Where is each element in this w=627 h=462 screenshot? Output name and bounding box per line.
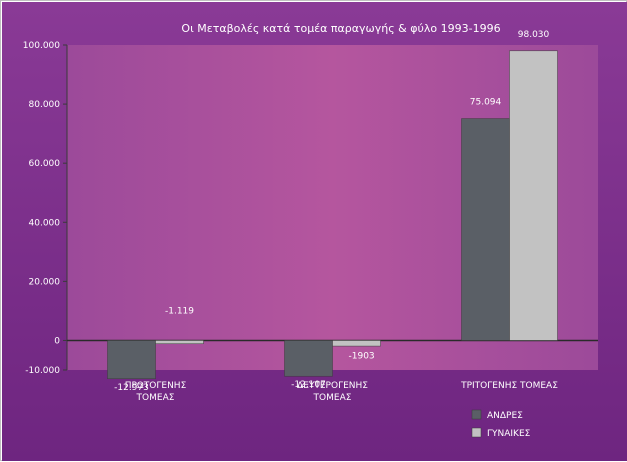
- data-label: -12.107: [291, 380, 326, 390]
- legend-swatch: [471, 409, 482, 420]
- data-label: 98.030: [518, 30, 550, 40]
- data-label: -1903: [349, 351, 375, 361]
- data-label: 75.094: [470, 98, 502, 108]
- y-tick-label: 100.000: [23, 41, 60, 51]
- legend-swatch: [471, 427, 482, 438]
- y-tick-label: 20.000: [29, 277, 61, 287]
- legend-label: ΑΝΔΡΕΣ: [487, 411, 523, 421]
- bar-women: [332, 340, 381, 347]
- bar-layer: [107, 50, 558, 380]
- legend: ΑΝΔΡΕΣ ΓΥΝΑΙΚΕΣ: [471, 409, 531, 439]
- data-label: -1.119: [165, 306, 194, 316]
- y-tick-label: 0: [54, 336, 60, 346]
- bar-men: [284, 340, 333, 377]
- y-tick-label: -10.000: [25, 366, 60, 376]
- bar-women: [155, 340, 204, 345]
- bar-men: [107, 340, 156, 380]
- category-label: ΤΡΙΤΟΓΕΝΗΣ ΤΟΜΕΑΣ: [460, 381, 558, 391]
- data-label: -12.973: [114, 383, 149, 393]
- y-tick-label: 40.000: [29, 218, 61, 228]
- category-label-layer: ΠΡΩΤΟΓΕΝΗΣ ΤΟΜΕΑΣ ΔΕΥΤΕΡΟΓΕΝΗΣ ΤΟΜΕΑΣ ΤΡΙΤΟΓ…: [125, 381, 558, 403]
- data-label-layer: -12.973 -1.119 -12.107 -1903 75.094 98.030: [114, 30, 549, 393]
- category-label: ΔΕΥΤΕΡΟΓΕΝΗΣ: [297, 381, 368, 391]
- bar-men: [461, 118, 510, 341]
- category-label: ΠΡΩΤΟΓΕΝΗΣ: [125, 381, 187, 391]
- y-tick-label: 80.000: [29, 100, 61, 110]
- category-label: ΤΟΜΕΑΣ: [136, 393, 175, 403]
- chart-title: Οι Μεταβολές κατά τομέα παραγωγής & φύλο…: [181, 22, 500, 35]
- legend-label: ΓΥΝΑΙΚΕΣ: [487, 429, 531, 439]
- category-label: ΤΟΜΕΑΣ: [313, 393, 352, 403]
- bar-women: [509, 50, 558, 341]
- y-tick-label: 60.000: [29, 159, 61, 169]
